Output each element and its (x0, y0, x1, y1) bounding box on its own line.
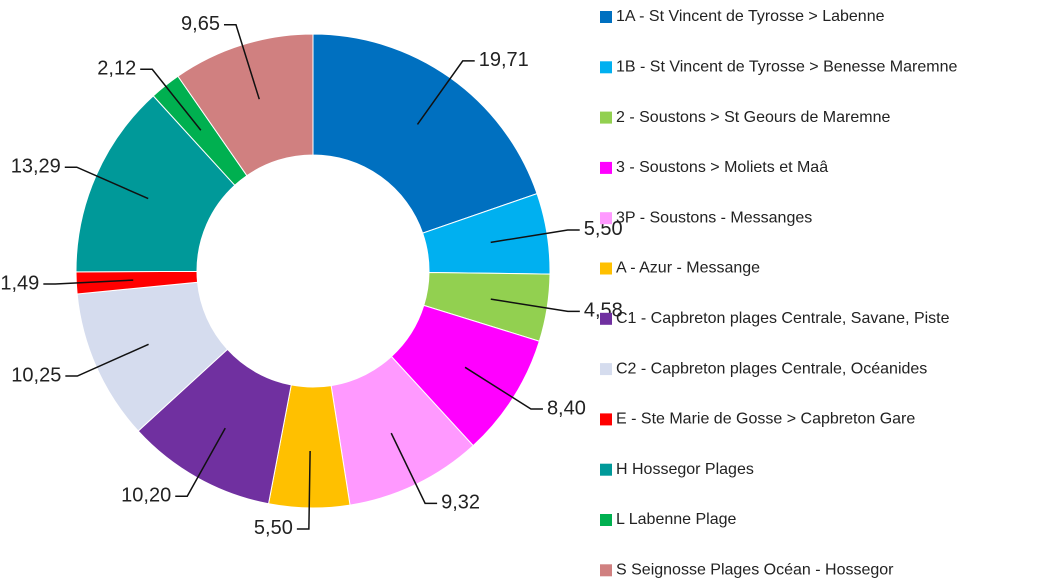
leader-line (296, 450, 311, 530)
data-label: 10,25 (11, 364, 61, 386)
legend-label: C2 - Capbreton plages Centrale, Océanide… (616, 360, 927, 377)
legend-swatch (600, 161, 612, 174)
legend-swatch (600, 312, 612, 325)
data-label: 2,12 (97, 58, 136, 80)
legend-label: 1A - St Vincent de Tyrosse > Labenne (616, 8, 885, 25)
legend-swatch (600, 413, 612, 426)
legend-label: 3 - Soustons > Moliets et Maâ (616, 159, 828, 176)
donut-slice (312, 33, 538, 234)
legend-label: E - Ste Marie de Gosse > Capbreton Gare (616, 411, 915, 428)
legend-label: C1 - Capbreton plages Centrale, Savane, … (616, 310, 950, 327)
legend-swatch (600, 212, 612, 225)
data-label: 13,29 (11, 156, 61, 178)
legend-swatch (600, 514, 612, 526)
data-label: 10,20 (121, 485, 171, 507)
data-label: 9,65 (181, 13, 220, 35)
data-label: 9,32 (441, 492, 480, 514)
legend-label: 2 - Soustons > St Geours de Maremne (616, 109, 890, 126)
leader-line (390, 432, 438, 505)
legend-swatch (600, 262, 612, 275)
legend-swatch (600, 363, 612, 376)
donut-slice (177, 33, 314, 177)
data-label: 8,40 (547, 397, 586, 419)
leader-line (65, 343, 149, 377)
legend-label: S Seignosse Plages Océan - Hossegor (616, 562, 894, 579)
legend-label: L Labenne Plage (616, 511, 737, 528)
leader-line (416, 60, 475, 125)
leader-line (175, 427, 226, 498)
leader-line (43, 279, 134, 285)
leader-line (64, 166, 149, 200)
legend-swatch (600, 61, 612, 74)
legend-swatch (600, 564, 612, 577)
data-label: 5,50 (254, 517, 293, 539)
legend-swatch (600, 463, 612, 476)
legend-label: A - Azur - Messange (616, 260, 760, 277)
donut-slice (75, 95, 236, 273)
data-label: 4,58 (584, 300, 623, 322)
leader-line (464, 366, 543, 410)
legend-label: 1B - St Vincent de Tyrosse > Benesse Mar… (616, 59, 957, 76)
legend-label: H Hossegor Plages (616, 461, 754, 478)
leader-line (140, 68, 202, 131)
legend-swatch (600, 111, 612, 124)
leader-line (223, 24, 260, 100)
data-label: 19,71 (479, 49, 529, 71)
legend-label: 3P - Soustons - Messanges (616, 209, 812, 226)
data-label: 1,49 (0, 272, 39, 294)
leader-line (490, 298, 580, 313)
legend-swatch (600, 11, 612, 23)
leader-line (490, 229, 580, 244)
data-label: 5,50 (584, 218, 623, 240)
